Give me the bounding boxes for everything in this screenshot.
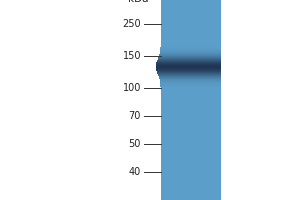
Bar	[157, 72, 220, 73]
Bar	[156, 66, 220, 67]
Bar	[158, 59, 220, 60]
Bar	[160, 83, 220, 84]
Bar	[160, 54, 220, 55]
Bar	[156, 63, 220, 64]
Bar	[160, 49, 220, 50]
Bar	[160, 85, 220, 86]
Bar	[160, 48, 220, 49]
Bar	[158, 73, 220, 74]
Bar	[159, 76, 220, 77]
Text: 40: 40	[129, 167, 141, 177]
Bar	[156, 70, 220, 71]
Bar	[160, 51, 220, 52]
Text: kDa: kDa	[128, 0, 148, 4]
Bar	[160, 0, 220, 200]
Text: 100: 100	[123, 83, 141, 93]
Bar	[160, 82, 220, 83]
Text: 70: 70	[129, 111, 141, 121]
Bar	[158, 74, 220, 75]
Bar	[160, 52, 220, 53]
Bar	[160, 50, 220, 51]
Bar	[156, 69, 220, 70]
Bar	[158, 58, 220, 59]
Bar	[156, 68, 220, 69]
Text: 250: 250	[122, 19, 141, 29]
Bar	[156, 64, 220, 65]
Bar	[157, 71, 220, 72]
Bar	[159, 77, 220, 78]
Bar	[159, 56, 220, 57]
Bar	[158, 57, 220, 58]
Bar	[160, 79, 220, 80]
Text: 150: 150	[122, 51, 141, 61]
Bar	[158, 75, 220, 76]
Bar	[160, 80, 220, 81]
Bar	[160, 47, 220, 48]
Bar	[160, 84, 220, 85]
Bar	[160, 86, 220, 87]
Bar	[157, 61, 220, 62]
Text: 50: 50	[129, 139, 141, 149]
Bar	[157, 60, 220, 61]
Bar	[156, 67, 220, 68]
Bar	[159, 78, 220, 79]
Bar	[156, 65, 220, 66]
Bar	[156, 62, 220, 63]
Bar	[159, 55, 220, 56]
Bar	[160, 81, 220, 82]
Bar	[160, 53, 220, 54]
